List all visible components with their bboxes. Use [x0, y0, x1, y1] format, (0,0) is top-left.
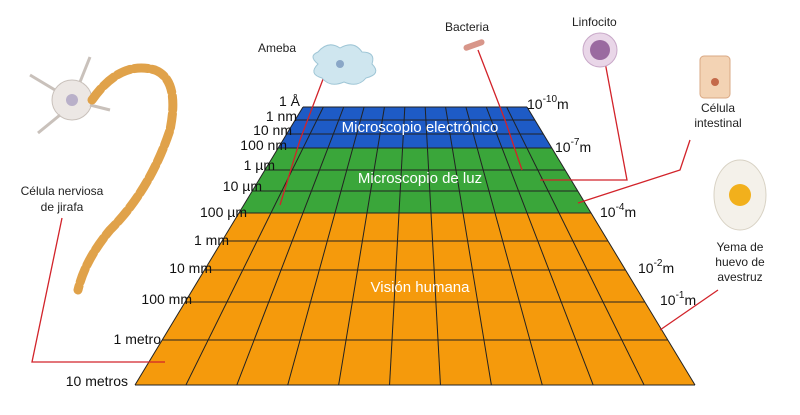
right-scale: 10-10m 10-7m 10-4m 10-2m 10-1m — [527, 94, 696, 308]
scale-label: 1 metro — [114, 331, 162, 347]
grid-line — [287, 106, 365, 386]
scale-label: 1 mm — [194, 232, 229, 248]
organism-label: Yema de — [717, 240, 764, 254]
organism-label: Bacteria — [445, 20, 489, 34]
scale-grid — [134, 106, 696, 386]
linfocito-icon — [582, 32, 618, 68]
scale-label: 1 Å — [279, 93, 301, 109]
ameba-icon — [312, 44, 377, 85]
organism-label: Célula nerviosa — [21, 184, 104, 198]
scale-label: 1 nm — [266, 108, 297, 124]
grid-line — [506, 106, 645, 386]
scale-label: 100 µm — [200, 204, 247, 220]
organism-label: de jirafa — [41, 200, 84, 214]
organism-label: huevo de — [715, 255, 765, 269]
grid-line — [338, 106, 385, 386]
scale-label: 10 metros — [66, 373, 128, 389]
scale-label: 10 mm — [169, 260, 212, 276]
band-electron — [278, 107, 552, 148]
scale-label: 100 mm — [141, 291, 192, 307]
scale-label: 100 nm — [240, 137, 287, 153]
organism-label: Célula — [701, 101, 735, 115]
band-label: Visión humana — [371, 279, 471, 296]
grid-line — [485, 106, 594, 386]
grid-line — [185, 106, 324, 386]
scale-label: 1 µm — [244, 157, 275, 173]
scale-label: 10-7m — [555, 137, 591, 155]
scale-label: 10-4m — [600, 202, 636, 220]
grid-line — [236, 106, 345, 386]
grid-line — [134, 106, 304, 386]
bacteria-icon — [463, 39, 485, 51]
scale-label: 10-2m — [638, 258, 674, 276]
grid-line — [465, 106, 543, 386]
scale-label: 10 µm — [223, 178, 262, 194]
left-scale: 1 Å 1 nm 10 nm 100 nm 1 µm 10 µm 100 µm … — [66, 93, 301, 389]
band-label: Microscopio de luz — [358, 170, 482, 187]
organism-label: Ameba — [258, 41, 296, 55]
organism-label: avestruz — [717, 270, 762, 284]
scale-label: 10-10m — [527, 94, 569, 112]
intestinal-icon — [699, 55, 731, 99]
neuron-icon — [29, 56, 178, 295]
scale-label: 10-1m — [660, 290, 696, 308]
organism-label: Linfocito — [572, 15, 617, 29]
organism-labels: Ameba Bacteria Linfocito Célula intestin… — [21, 15, 765, 284]
egg-icon — [713, 159, 767, 231]
pointers — [31, 49, 719, 363]
band-human — [135, 213, 695, 385]
scale-label: 10 nm — [253, 122, 292, 138]
grid-line — [445, 106, 492, 386]
grid-line — [526, 106, 696, 386]
band-label: Microscopio electrónico — [342, 119, 499, 136]
grid-line — [389, 106, 406, 386]
organism-label: intestinal — [694, 116, 741, 130]
grid-line — [424, 106, 441, 386]
band-light — [238, 148, 592, 213]
